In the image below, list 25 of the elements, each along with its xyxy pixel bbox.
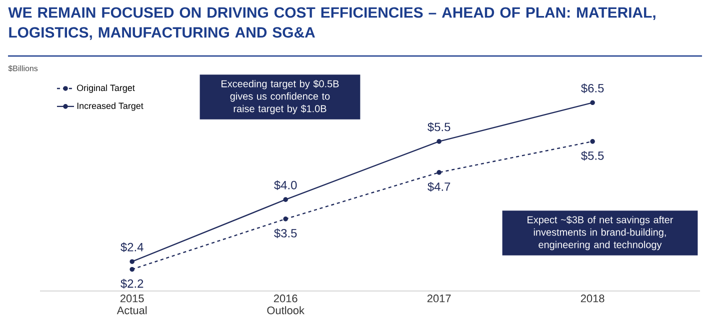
- x-tick-label: 2016 Outlook: [267, 294, 304, 314]
- annotation: Expect ~$3B of net savings after investments in brand-building, engineering and technology: [528, 216, 674, 250]
- annotation: Exceeding target by $0.5B gives us confidence to raise target by $1.0B: [222, 80, 339, 114]
- legend-label: Original Target: [77, 84, 135, 93]
- data-label: $3.5: [274, 228, 297, 238]
- data-label: $4.0: [274, 180, 297, 190]
- point: [130, 259, 134, 264]
- x-tick-label: 2018: [580, 294, 604, 302]
- data-label: $2.2: [120, 278, 144, 289]
- data-label: $5.5: [581, 150, 604, 161]
- x-tick-label: 2017: [427, 294, 451, 302]
- x-tick-label: 2015 Actual: [116, 294, 147, 314]
- data-label: $6.5: [581, 83, 604, 94]
- point: [590, 139, 595, 144]
- point: [590, 100, 595, 106]
- data-label: $2.4: [120, 242, 144, 252]
- data-label: $5.5: [428, 122, 450, 132]
- legend-label: Increased Target: [77, 102, 144, 111]
- point: [436, 170, 442, 175]
- point: [283, 197, 288, 202]
- chart-title: WE REMAIN FOCUSED ON DRIVING COST EFFICIENCIES – AHEAD OF PLAN: MATERIAL, LOGISTICS, MANUFACTURING AND SG&A: [8, 7, 656, 40]
- data-label: $4.7: [428, 182, 450, 192]
- point: [283, 216, 288, 222]
- point: [130, 266, 134, 272]
- point: [436, 139, 442, 144]
